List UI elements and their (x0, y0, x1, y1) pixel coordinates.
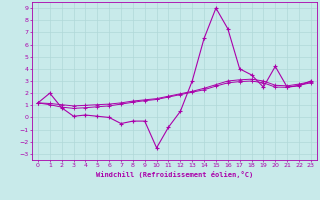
X-axis label: Windchill (Refroidissement éolien,°C): Windchill (Refroidissement éolien,°C) (96, 171, 253, 178)
